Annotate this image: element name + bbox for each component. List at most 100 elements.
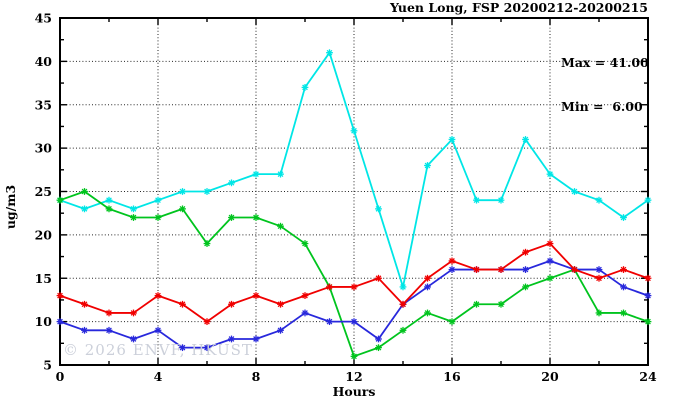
series-blue-marker xyxy=(277,326,284,334)
series-red-marker xyxy=(179,300,186,308)
series-cyan-marker xyxy=(154,196,162,204)
series-cyan-marker xyxy=(228,179,235,187)
min-value-label: Min = 6.00 xyxy=(561,98,643,114)
series-red-marker xyxy=(546,240,554,247)
series-green-marker xyxy=(522,283,529,291)
series-red-marker xyxy=(105,309,113,317)
series-blue-marker xyxy=(424,283,431,291)
series-cyan-marker xyxy=(546,170,554,178)
series-red-marker xyxy=(154,292,162,299)
series-cyan-marker xyxy=(644,196,652,204)
series-green-marker xyxy=(130,214,137,221)
series-red-marker xyxy=(81,300,88,308)
x-tick-label: 16 xyxy=(443,369,461,384)
series-cyan-marker xyxy=(203,188,211,195)
x-tick-label: 4 xyxy=(154,369,163,384)
series-cyan-marker xyxy=(277,170,284,178)
y-tick-label: 25 xyxy=(35,184,52,199)
series-cyan-marker xyxy=(350,127,358,135)
series-cyan-marker xyxy=(497,196,505,204)
minmax-annotation: Max = 41.00 Min = 6.00 xyxy=(561,27,649,143)
series-red-marker xyxy=(473,266,480,273)
series-red-marker xyxy=(56,292,64,299)
x-tick-label: 20 xyxy=(541,369,559,384)
series-blue-marker xyxy=(546,257,554,265)
series-red-marker xyxy=(522,248,529,256)
x-tick-label: 12 xyxy=(345,369,362,384)
series-cyan-markers xyxy=(56,49,652,291)
series-blue-marker xyxy=(644,292,652,299)
series-blue-marker xyxy=(375,335,382,343)
series-red-marker xyxy=(301,292,309,299)
series-red-marker xyxy=(277,300,284,308)
series-green-marker xyxy=(56,196,64,204)
x-tick-label: 0 xyxy=(56,369,65,384)
series-red-marker xyxy=(203,318,211,326)
series-green-marker xyxy=(350,352,358,360)
series-green-marker xyxy=(105,205,113,213)
x-axis-title: Hours xyxy=(332,384,376,399)
y-tick-label: 15 xyxy=(35,271,52,286)
series-cyan-marker xyxy=(424,162,431,169)
y-axis-title: ug/m3 xyxy=(3,184,18,230)
series-blue-marker xyxy=(203,344,211,352)
series-blue-marker xyxy=(522,266,529,273)
series-red-markers xyxy=(56,240,652,326)
series-red-marker xyxy=(571,266,578,273)
series-green-marker xyxy=(546,274,554,282)
series-cyan-marker xyxy=(620,214,627,221)
series-green-marker xyxy=(644,318,652,326)
y-tick-label: 40 xyxy=(35,54,53,69)
series-red-marker xyxy=(350,283,358,291)
series-green-marker xyxy=(448,318,456,326)
series-blue-marker xyxy=(154,326,162,334)
y-tick-label: 30 xyxy=(35,141,53,156)
y-tick-label: 20 xyxy=(35,227,53,242)
series-red-marker xyxy=(448,257,456,265)
series-red-marker xyxy=(326,283,333,291)
series-red-marker xyxy=(399,300,407,308)
series-green-marker xyxy=(81,188,88,195)
x-tick-label: 8 xyxy=(252,369,261,384)
series-blue-marker xyxy=(56,318,64,326)
series-red-marker xyxy=(595,274,603,282)
series-cyan-marker xyxy=(301,84,309,91)
plot-border xyxy=(59,17,649,366)
series-red-marker xyxy=(130,309,137,317)
series-green-marker xyxy=(473,300,480,308)
series-green-marker xyxy=(595,309,603,317)
series-blue-marker xyxy=(81,326,88,334)
series-red-marker xyxy=(497,266,505,273)
series-green-marker xyxy=(154,214,162,221)
series-blue-marker xyxy=(179,344,186,352)
max-value-label: Max = 41.00 xyxy=(561,55,649,70)
series-cyan-marker xyxy=(179,188,186,195)
series-blue-marker xyxy=(595,266,603,273)
series-cyan-marker xyxy=(473,196,480,204)
series-red-marker xyxy=(620,266,627,273)
y-tick-label: 10 xyxy=(35,314,53,329)
series-cyan-marker xyxy=(595,196,603,204)
series-cyan-marker xyxy=(399,283,407,291)
series-blue-marker xyxy=(448,266,456,273)
watermark-text: © 2026 ENVF, HKUST xyxy=(63,341,253,359)
series-green-marker xyxy=(301,240,309,247)
series-blue-marker xyxy=(252,335,260,343)
series-red-marker xyxy=(424,274,431,282)
series-cyan-marker xyxy=(375,205,382,213)
series-green-marker xyxy=(277,222,284,230)
series-cyan-marker xyxy=(252,170,260,178)
series-cyan-marker xyxy=(448,136,456,143)
series-blue-marker xyxy=(228,335,235,343)
series-green-marker xyxy=(375,344,382,352)
series-green-marker xyxy=(203,240,211,247)
y-tick-label: 45 xyxy=(35,11,52,26)
series-green-marker xyxy=(497,300,505,308)
y-tick-label: 5 xyxy=(43,358,52,373)
series-blue-marker xyxy=(301,309,309,317)
series-cyan-marker xyxy=(522,136,529,143)
series-green-marker xyxy=(620,309,627,317)
x-tick-label: 24 xyxy=(639,369,657,384)
